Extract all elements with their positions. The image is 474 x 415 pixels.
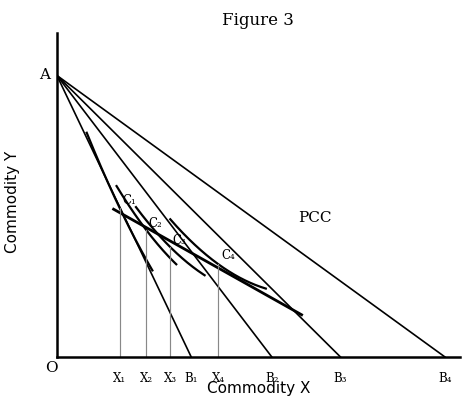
Text: B₂: B₂ (265, 371, 279, 385)
Text: A: A (39, 68, 50, 83)
Text: O: O (46, 361, 58, 374)
Text: C₄: C₄ (221, 249, 235, 262)
Text: X₃: X₃ (164, 371, 177, 385)
Text: B₁: B₁ (184, 371, 198, 385)
Text: X₄: X₄ (211, 371, 225, 385)
Text: B₄: B₄ (438, 371, 452, 385)
Text: C₂: C₂ (149, 217, 163, 230)
Text: Commodity X: Commodity X (207, 381, 310, 396)
Text: C₃: C₃ (173, 234, 186, 247)
Text: C₁: C₁ (122, 194, 136, 208)
Text: PCC: PCC (299, 211, 332, 225)
Text: Commodity Y: Commodity Y (5, 151, 19, 253)
Text: X₂: X₂ (140, 371, 153, 385)
Text: B₃: B₃ (334, 371, 347, 385)
Title: Figure 3: Figure 3 (222, 12, 294, 29)
Text: X₁: X₁ (113, 371, 126, 385)
